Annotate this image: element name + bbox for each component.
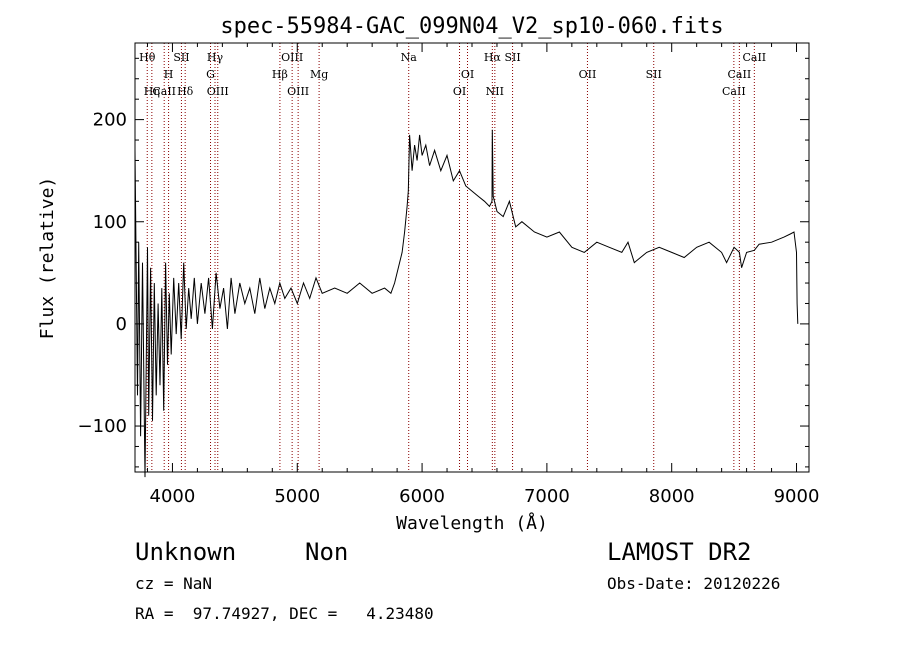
x-tick-label: 4000 — [150, 486, 196, 507]
emission-line-markers: HθCaIIHηHSIIHδHγGOIIIHβOIIIOIIIMgNaOIOIH… — [139, 43, 766, 472]
x-tick-label: 7000 — [524, 486, 570, 507]
marker-label: Hα — [484, 51, 502, 64]
x-tick-label: 8000 — [649, 486, 695, 507]
marker-label: OIII — [287, 85, 309, 98]
marker-label: CaII — [728, 68, 752, 81]
marker-label: CaII — [722, 85, 746, 98]
marker-label: CaII — [152, 85, 176, 98]
plot-frame — [134, 42, 810, 473]
marker-label: Hδ — [177, 85, 194, 98]
chart-title: spec-55984-GAC_099N04_V2_sp10-060.fits — [220, 14, 723, 39]
x-axis-label: Wavelength (Å) — [396, 512, 548, 534]
marker-label: Hβ — [272, 68, 288, 81]
marker-label: CaII — [742, 51, 766, 64]
y-tick-label: 100 — [93, 212, 127, 233]
marker-label: G — [206, 68, 215, 81]
x-tick-label: 6000 — [399, 486, 445, 507]
marker-label: OI — [461, 68, 474, 81]
marker-label: Na — [401, 51, 418, 64]
spectrum-line — [134, 129, 799, 478]
marker-label: OII — [579, 68, 597, 81]
marker-label: SII — [646, 68, 662, 81]
marker-label: NII — [486, 85, 504, 98]
y-tick-label: −100 — [78, 416, 127, 437]
y-tick-label: 200 — [93, 110, 127, 131]
marker-label: Hθ — [139, 51, 156, 64]
x-tick-label: 9000 — [774, 486, 820, 507]
x-tick-label: 5000 — [274, 486, 320, 507]
ra-dec-coordinates: RA = 97.74927, DEC = 4.23480 — [135, 604, 434, 623]
marker-label: OI — [453, 85, 466, 98]
survey-name: LAMOST DR2 — [607, 538, 752, 566]
x-axis-ticks: 4000 5000 6000 7000 8000 9000 — [146, 43, 820, 507]
marker-label: H — [164, 68, 174, 81]
marker-label: SII — [504, 51, 520, 64]
redshift-cz: cz = NaN — [135, 574, 213, 593]
marker-label: OIII — [207, 85, 229, 98]
object-subclass: Non — [305, 538, 349, 566]
marker-label: OIII — [281, 51, 303, 64]
marker-label: Mg — [310, 68, 328, 81]
observation-date: Obs-Date: 20120226 — [607, 574, 781, 593]
marker-label: Hγ — [207, 51, 224, 64]
y-axis-label: Flux (relative) — [37, 177, 58, 340]
object-class: Unknown — [135, 538, 237, 566]
marker-label: SII — [173, 51, 189, 64]
marker-label: Hη — [144, 85, 160, 98]
y-tick-label: 0 — [116, 314, 127, 335]
y-axis-ticks: −100 0 100 200 — [78, 57, 809, 468]
